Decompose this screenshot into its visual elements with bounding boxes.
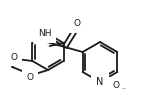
Text: ⁻: ⁻ [121,85,125,94]
Text: N: N [96,77,104,87]
Text: O: O [73,19,80,29]
Text: O: O [11,52,18,61]
Text: O: O [112,81,120,91]
Text: O: O [26,72,34,81]
Text: NH: NH [38,29,51,39]
